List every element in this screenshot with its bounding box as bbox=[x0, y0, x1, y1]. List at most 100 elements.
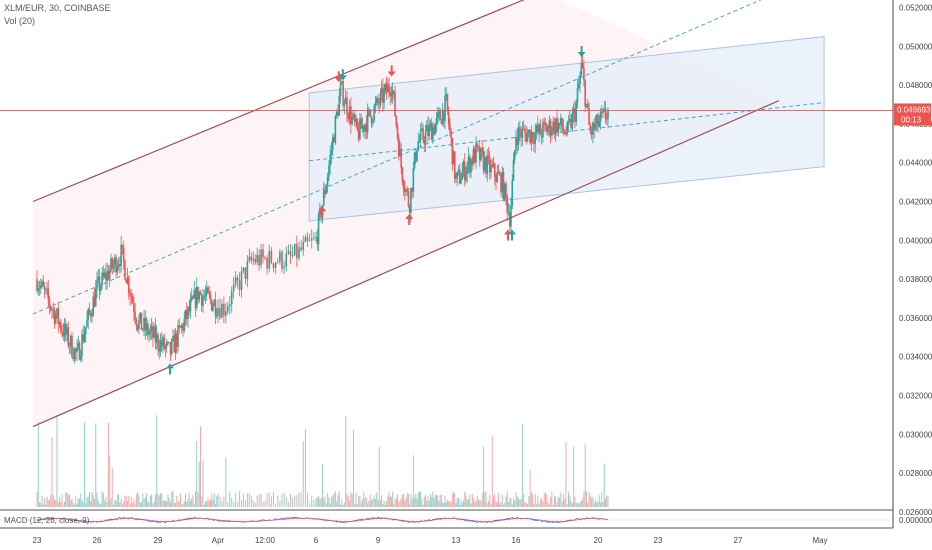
candle-body bbox=[341, 81, 343, 84]
candle-body bbox=[522, 128, 525, 130]
candle-body bbox=[342, 81, 344, 106]
candle-body bbox=[449, 124, 451, 132]
candle-body bbox=[272, 263, 275, 268]
candle-body bbox=[127, 276, 130, 294]
candle-body bbox=[62, 331, 65, 337]
candle-body bbox=[225, 311, 227, 316]
candle-body bbox=[517, 127, 520, 145]
candle-body bbox=[362, 125, 365, 132]
candle-body bbox=[184, 310, 187, 320]
candle-body bbox=[158, 347, 161, 352]
candle-body bbox=[212, 305, 214, 311]
candle-body bbox=[84, 327, 87, 335]
candle-body bbox=[138, 319, 140, 330]
candle-body bbox=[86, 319, 88, 328]
candle-body bbox=[397, 137, 400, 157]
candle-body bbox=[516, 137, 519, 145]
candle-body bbox=[143, 317, 145, 329]
candle-body bbox=[209, 294, 212, 300]
dashed-trend-line-1 bbox=[32, 0, 762, 315]
candle-body bbox=[472, 148, 475, 165]
candle-body bbox=[551, 131, 553, 136]
candle-body bbox=[150, 326, 153, 331]
y-tick-label: 0.026000 bbox=[899, 508, 932, 517]
candle-body bbox=[418, 140, 421, 142]
y-tick-label: 0.044000 bbox=[899, 159, 932, 168]
macd-title: MACD (12, 26, close, 9) bbox=[4, 516, 90, 525]
candle-body bbox=[500, 174, 502, 193]
candle-body bbox=[230, 291, 233, 305]
candle-body bbox=[51, 309, 53, 311]
candle-body bbox=[400, 148, 402, 168]
candle-body bbox=[446, 94, 449, 112]
x-tick-label: 23 bbox=[654, 536, 663, 545]
candle-body bbox=[48, 299, 51, 307]
candle-body bbox=[126, 276, 129, 284]
candle-body bbox=[383, 90, 385, 103]
candle-body bbox=[526, 132, 529, 142]
candle-body bbox=[300, 247, 302, 251]
candle-body bbox=[250, 256, 253, 261]
candle-body bbox=[88, 309, 91, 313]
candle-body bbox=[547, 128, 549, 133]
candle-body bbox=[217, 307, 219, 316]
candle-body bbox=[338, 96, 341, 116]
candle-body bbox=[140, 312, 143, 330]
candle-body bbox=[330, 149, 333, 155]
candle-body bbox=[604, 108, 607, 119]
candle-body bbox=[47, 288, 50, 300]
candle-body bbox=[199, 292, 202, 295]
y-tick-label: 0.034000 bbox=[899, 353, 932, 362]
candle-body bbox=[148, 332, 150, 336]
volume-title: Vol (20) bbox=[4, 16, 36, 26]
candle-body bbox=[180, 324, 183, 328]
candle-body bbox=[361, 125, 364, 129]
candle-body bbox=[54, 315, 57, 324]
candle-body bbox=[183, 319, 186, 331]
candle-body bbox=[107, 271, 110, 280]
candle-body bbox=[535, 125, 538, 133]
candle-body bbox=[100, 285, 102, 292]
candle-body bbox=[293, 243, 296, 256]
candle-body bbox=[556, 118, 558, 133]
candle-body bbox=[63, 323, 66, 337]
candle-body bbox=[386, 84, 389, 93]
candle-body bbox=[461, 171, 464, 180]
candle-body bbox=[458, 169, 461, 184]
candle-body bbox=[468, 156, 471, 173]
candle-body bbox=[529, 129, 531, 143]
candle-body bbox=[246, 261, 249, 279]
candle-body bbox=[411, 188, 413, 192]
candle-body bbox=[219, 307, 221, 318]
candle-body bbox=[443, 109, 445, 121]
candle-body bbox=[264, 257, 266, 259]
candle-body bbox=[512, 159, 515, 181]
candle-body bbox=[325, 186, 328, 194]
candle-body bbox=[558, 122, 561, 125]
candle-body bbox=[505, 183, 507, 197]
candle-body bbox=[485, 157, 487, 174]
arrow-down-marker bbox=[577, 46, 586, 58]
candle-body bbox=[487, 155, 490, 158]
candle-body bbox=[427, 125, 429, 137]
candle-body bbox=[160, 340, 163, 347]
candle-body bbox=[525, 132, 528, 142]
candle-body bbox=[169, 342, 172, 355]
candle-body bbox=[175, 333, 178, 347]
candle-body bbox=[536, 125, 539, 133]
candle-body bbox=[131, 297, 134, 303]
candle-body bbox=[482, 151, 485, 171]
candle-body bbox=[190, 296, 193, 301]
candle-body bbox=[373, 106, 375, 121]
candle-body bbox=[145, 323, 148, 331]
x-tick-label: 20 bbox=[594, 536, 603, 545]
candle-body bbox=[94, 288, 97, 307]
candle-body bbox=[580, 63, 583, 75]
arrow-head bbox=[318, 206, 327, 212]
candle-body bbox=[242, 267, 245, 272]
candle-body bbox=[476, 143, 479, 147]
candle-body bbox=[460, 179, 462, 184]
candle-body bbox=[577, 83, 580, 89]
